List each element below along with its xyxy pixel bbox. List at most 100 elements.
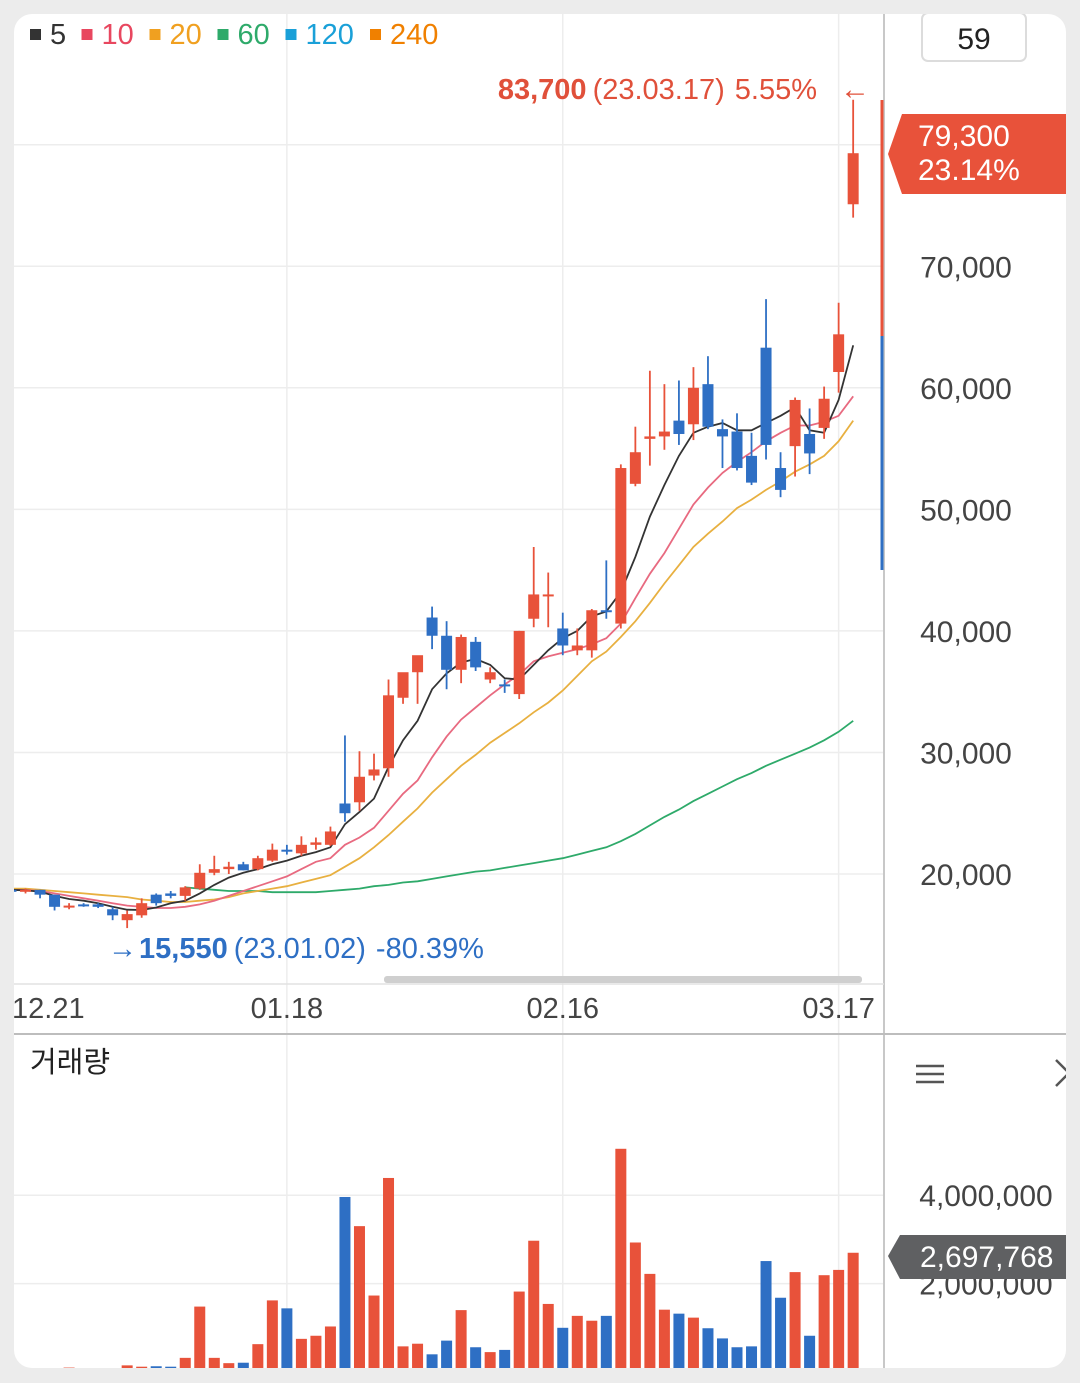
scroll-bar[interactable] bbox=[384, 976, 862, 983]
date-tick-label: 03.17 bbox=[802, 993, 875, 1025]
volume-bar bbox=[687, 1317, 699, 1368]
legend-swatch bbox=[285, 29, 297, 40]
candle-body bbox=[150, 894, 162, 904]
volume-bar bbox=[397, 1346, 409, 1368]
legend-label: 120 bbox=[306, 19, 354, 51]
candle-body bbox=[14, 889, 17, 892]
candle-body bbox=[165, 893, 177, 896]
low-date: (23.01.02) bbox=[234, 933, 366, 965]
volume-bar bbox=[818, 1275, 830, 1368]
candle-body bbox=[847, 153, 859, 205]
candle-body bbox=[194, 872, 206, 889]
volume-bar bbox=[353, 1226, 365, 1368]
legend-label: 60 bbox=[238, 19, 270, 51]
candle-body bbox=[455, 636, 467, 670]
candlesticks bbox=[14, 99, 859, 929]
candle-body bbox=[20, 889, 32, 892]
candle-body bbox=[760, 347, 772, 445]
high-annotation: 83,700 (23.03.17) 5.55% bbox=[498, 74, 817, 106]
candle-body bbox=[179, 887, 191, 896]
period-box-label: 59 bbox=[957, 23, 990, 56]
candle-body bbox=[499, 684, 511, 687]
legend-label: 10 bbox=[102, 19, 134, 51]
candle-body bbox=[542, 594, 554, 597]
price-tick-label: 50,000 bbox=[920, 494, 1012, 527]
volume-bar bbox=[426, 1354, 438, 1368]
candle-body bbox=[223, 866, 235, 870]
legend-swatch bbox=[217, 29, 229, 40]
candle-body bbox=[586, 610, 598, 651]
volume-bar bbox=[586, 1320, 598, 1368]
ma-line-ma20 bbox=[14, 420, 854, 903]
candle-body bbox=[600, 610, 612, 613]
period-box[interactable] bbox=[921, 14, 1027, 62]
volume-bar bbox=[194, 1306, 206, 1368]
stock-chart[interactable]: 5 10 20 60 120 240 59 83,700 (23.03.17) 5.55% ←… bbox=[14, 14, 1066, 1368]
candle-body bbox=[731, 431, 743, 469]
candle-body bbox=[63, 905, 75, 908]
date-tick-label: 02.16 bbox=[526, 993, 599, 1025]
candle-body bbox=[353, 776, 365, 803]
volume-bar bbox=[833, 1269, 845, 1368]
menu-icon[interactable] bbox=[900, 1044, 960, 1104]
volume-bar bbox=[629, 1242, 641, 1368]
candle-body bbox=[441, 635, 453, 670]
candle-body bbox=[397, 672, 409, 698]
legend-label: 240 bbox=[390, 19, 438, 51]
volume-bar bbox=[165, 1366, 177, 1368]
candle-body bbox=[252, 858, 264, 870]
volume-tick-label: 4,000,000 bbox=[919, 1180, 1052, 1213]
volume-bar bbox=[804, 1335, 816, 1368]
candle-body bbox=[412, 655, 424, 673]
legend-label: 20 bbox=[170, 19, 202, 51]
candle-body bbox=[702, 384, 714, 427]
volume-bar bbox=[208, 1357, 220, 1368]
volume-bar bbox=[223, 1363, 235, 1368]
volume-bar bbox=[441, 1340, 453, 1368]
candle-body bbox=[833, 334, 845, 372]
candle-body bbox=[281, 849, 293, 852]
volume-bar bbox=[383, 1177, 395, 1368]
date-axis: 12.21 01.18 02.16 03.17 bbox=[14, 993, 875, 1025]
candle-body bbox=[295, 844, 307, 854]
volume-bar bbox=[789, 1272, 801, 1368]
volume-bar bbox=[644, 1273, 656, 1368]
volume-bars bbox=[63, 1148, 859, 1368]
candle-body bbox=[615, 468, 627, 624]
volume-bar bbox=[731, 1347, 743, 1368]
volume-bar bbox=[310, 1335, 322, 1368]
current-volume: 2,697,768 bbox=[920, 1241, 1053, 1274]
high-date: (23.03.17) bbox=[593, 74, 725, 106]
price-tick-label: 40,000 bbox=[920, 616, 1012, 649]
high-value: 83,700 bbox=[498, 74, 587, 106]
price-tick-label: 70,000 bbox=[920, 251, 1012, 284]
volume-bar bbox=[150, 1366, 162, 1368]
volume-bar bbox=[760, 1261, 772, 1368]
volume-bar bbox=[339, 1196, 351, 1368]
current-change-pct: 23.14% bbox=[918, 154, 1020, 187]
candle-body bbox=[383, 695, 395, 769]
candle-body bbox=[528, 594, 540, 619]
candle-body bbox=[92, 904, 104, 907]
volume-bar bbox=[702, 1328, 714, 1368]
volume-title: 거래량 bbox=[30, 1047, 110, 1079]
volume-bar bbox=[252, 1344, 264, 1368]
ma-line-ma60 bbox=[185, 720, 854, 894]
volume-bar bbox=[746, 1346, 758, 1368]
low-arrow-icon: → bbox=[108, 933, 137, 965]
volume-bar bbox=[295, 1338, 307, 1368]
volume-bar bbox=[470, 1347, 482, 1368]
candle-body bbox=[426, 617, 438, 636]
candle-body bbox=[310, 842, 322, 845]
volume-bar bbox=[455, 1310, 467, 1368]
close-icon[interactable] bbox=[1040, 1044, 1066, 1104]
candle-body bbox=[266, 849, 278, 861]
volume-bar bbox=[121, 1365, 133, 1368]
candle-body bbox=[121, 914, 133, 921]
date-tick-label: 12.21 bbox=[14, 993, 85, 1025]
price-tick-label: 30,000 bbox=[920, 737, 1012, 770]
volume-bar bbox=[484, 1352, 496, 1368]
candle-body bbox=[470, 641, 482, 668]
candle-body bbox=[237, 864, 249, 871]
candle-body bbox=[775, 468, 787, 490]
